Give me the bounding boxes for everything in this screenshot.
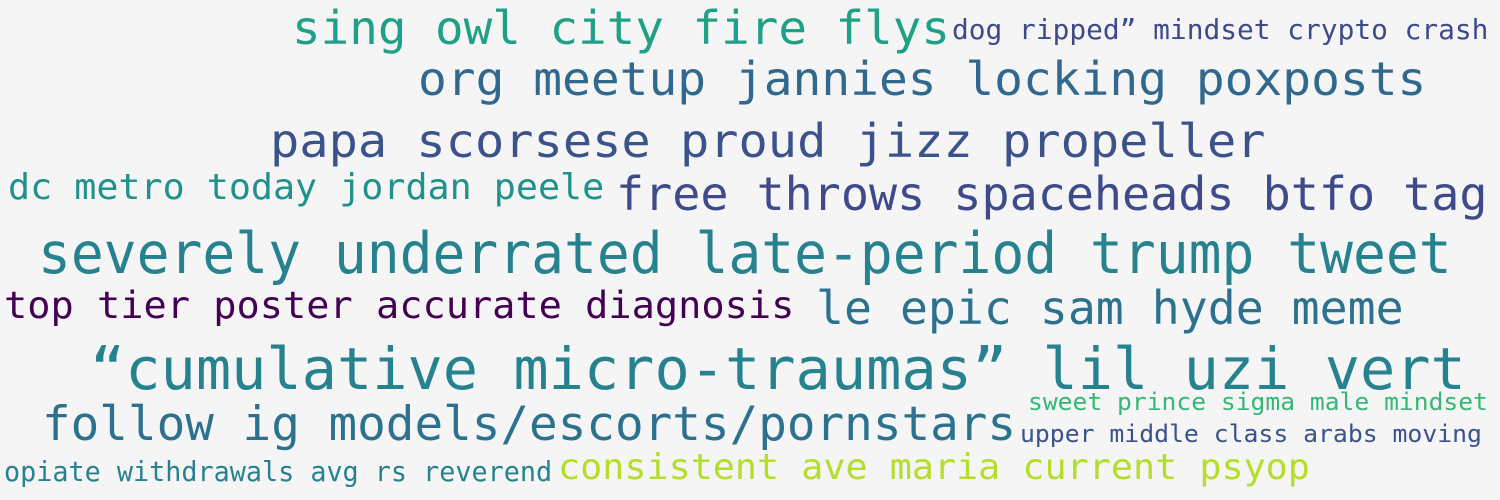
phrase-dc-metro: dc metro today jordan peele <box>8 167 605 208</box>
phrase-sing-owl-city: sing owl city fire flys <box>292 1 950 55</box>
phrase-le-epic: le epic sam hyde meme <box>816 281 1404 335</box>
phrase-follow-ig-models: follow ig models/escorts/pornstars <box>42 397 1017 452</box>
phrase-papa-scorsese: papa scorsese proud jizz propeller <box>270 114 1266 168</box>
phrase-cumulative-micro-traumas: “cumulative micro-traumas” lil uzi vert <box>90 335 1466 403</box>
phrase-free-throws: free throws spaceheads btfo tag <box>616 167 1488 221</box>
phrase-dog-ripped: dog ripped” mindset crypto crash <box>952 13 1489 46</box>
phrase-top-tier-poster: top tier poster accurate diagnosis <box>4 284 795 327</box>
phrase-consistent-ave-maria: consistent ave maria current psyop <box>558 447 1310 488</box>
phrase-sweet-prince: sweet prince sigma male mindset <box>1028 388 1488 416</box>
phrase-severely-underrated: severely underrated late-period trump tw… <box>38 221 1452 287</box>
phrase-opiate-withdrawals: opiate withdrawals avg rs reverend <box>4 455 553 488</box>
phrase-org-meetup: org meetup jannies locking poxposts <box>418 52 1427 106</box>
phrase-upper-middle-class: upper middle class arabs moving <box>1020 420 1482 448</box>
